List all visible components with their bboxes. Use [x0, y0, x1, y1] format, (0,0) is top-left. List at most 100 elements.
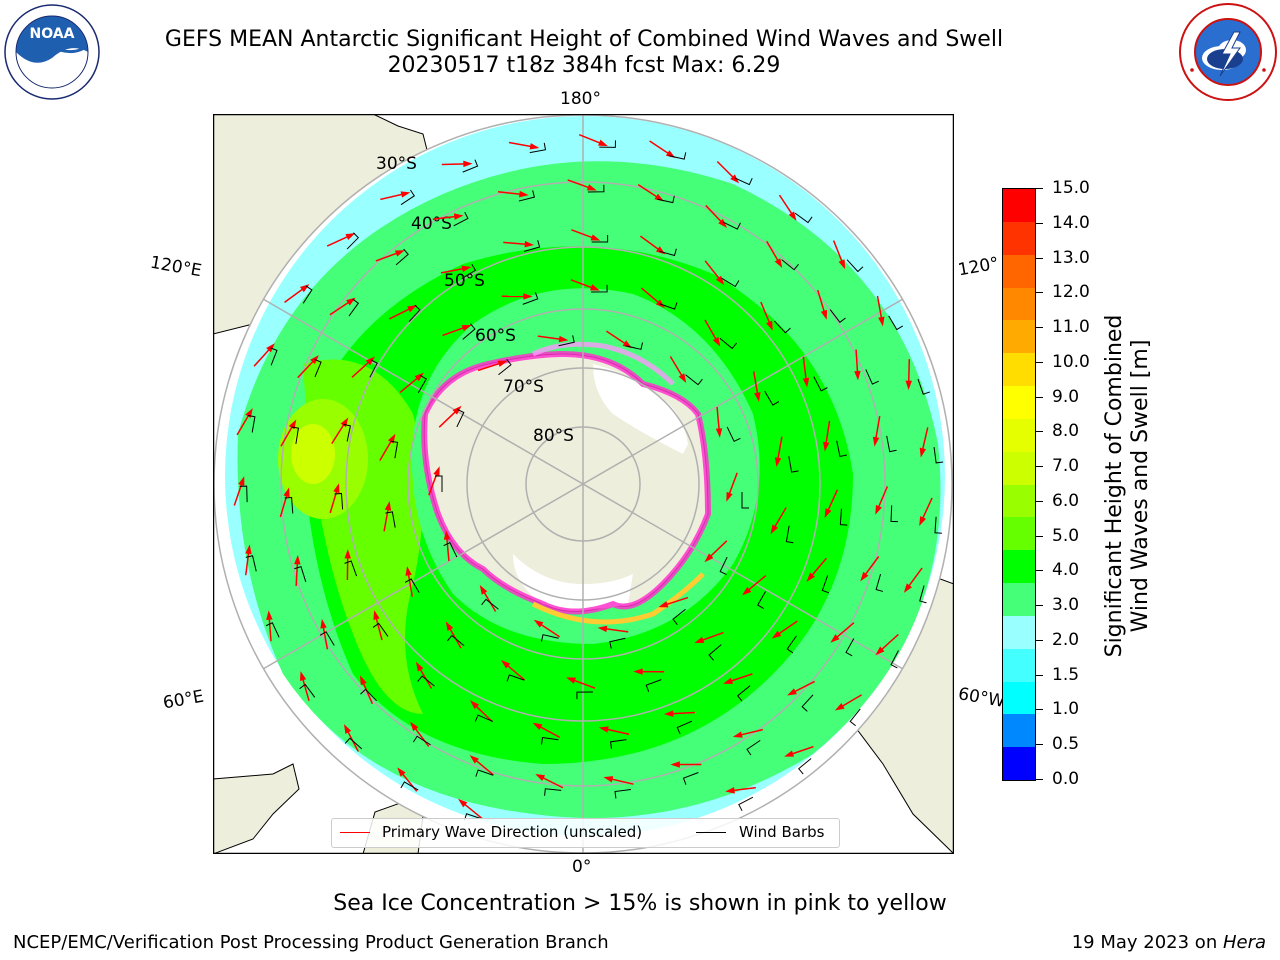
wind-barb	[385, 511, 396, 528]
wind-barb	[344, 737, 363, 750]
wave-arrow	[438, 410, 458, 428]
wind-barb	[721, 277, 740, 288]
wave-arrow-head	[343, 724, 352, 734]
wave-arrow-head	[732, 731, 743, 738]
wave-direction-arrows	[233, 133, 933, 820]
noaa-logo: NOAA	[4, 4, 100, 100]
wind-barb	[435, 475, 443, 492]
colorbar-tick-label: 7.0	[1052, 456, 1080, 477]
wind-barb	[591, 284, 608, 293]
lon-label-60E: 60°E	[161, 686, 206, 714]
wind-barb	[265, 622, 280, 638]
nws-logo	[1179, 3, 1277, 101]
wind-barb	[247, 415, 256, 433]
wind-barb	[821, 575, 830, 594]
wave-arrow-head	[598, 139, 608, 147]
colorbar-segment	[1003, 484, 1035, 518]
colorbar-tick-mark	[1035, 396, 1043, 398]
wave-arrow-head	[299, 284, 310, 293]
wind-barb	[408, 304, 421, 322]
wind-barb	[518, 190, 535, 202]
wind-barb	[412, 735, 431, 746]
wave-arrow-head	[458, 798, 468, 808]
wave-arrow-head	[598, 726, 609, 733]
wind-barb	[481, 598, 499, 610]
wave-arrow	[728, 472, 738, 496]
wave-arrow-head	[633, 668, 643, 675]
wave-arrow-head	[678, 373, 687, 384]
wave-arrow-head	[533, 619, 544, 628]
wave-arrow-head	[558, 335, 569, 343]
wave-arrow	[503, 241, 528, 246]
colorbar-segment	[1003, 221, 1035, 256]
colorbar-tick-label: 1.5	[1052, 664, 1080, 685]
wave-arrow	[508, 141, 533, 148]
wave-arrow	[441, 163, 466, 166]
wave-arrow-head	[878, 316, 885, 327]
wave-arrow	[541, 776, 564, 789]
wave-arrow	[790, 745, 814, 756]
colorbar-tick-mark	[1035, 570, 1043, 572]
colorbar-tick-label: 13.0	[1052, 247, 1090, 268]
wave-arrow-head	[830, 634, 840, 643]
wave-arrow	[773, 507, 787, 529]
wave-arrow-head	[838, 259, 846, 270]
wind-barb	[774, 320, 791, 334]
wave-arrow-head	[384, 500, 392, 511]
wind-barb	[456, 409, 465, 428]
wind-barb	[685, 374, 703, 386]
colorbar-segment	[1003, 747, 1035, 781]
wind-barb	[746, 739, 761, 756]
wave-arrow	[637, 184, 659, 199]
footer-date-text: 19 May 2023 on	[1071, 932, 1223, 953]
colorbar-tick-mark	[1035, 188, 1043, 189]
wind-barb	[676, 720, 693, 735]
wave-arrow	[462, 802, 483, 820]
wave-arrow-head	[345, 233, 356, 240]
wave-arrow-head	[787, 688, 797, 696]
wave-arrow-head	[726, 491, 733, 502]
wind-barb	[417, 374, 427, 394]
wave-arrow	[816, 289, 826, 314]
wave-arrow	[331, 422, 346, 445]
wave-arrow-head	[820, 309, 828, 320]
wind-barb	[587, 184, 605, 193]
wave-arrow	[610, 778, 634, 785]
wind-barb	[757, 590, 767, 610]
wind-barb	[522, 292, 539, 305]
colorbar-title-line2: Wind Waves and Swell [m]	[1128, 339, 1153, 633]
wind-barb	[314, 359, 322, 378]
wave-arrow-head	[344, 549, 351, 559]
wave-arrow	[268, 617, 272, 642]
wind-barb	[284, 497, 294, 514]
wind-barb	[839, 508, 848, 526]
wave-arrow	[605, 728, 630, 735]
wave-arrow-head	[742, 586, 752, 596]
wind-barb	[890, 650, 899, 669]
wave-arrow	[474, 704, 493, 723]
wave-arrow-head	[529, 143, 540, 150]
wave-arrow-head	[299, 671, 307, 681]
wave-arrow-head	[834, 703, 845, 711]
wind-barb	[529, 142, 547, 154]
wave-arrow-head	[294, 555, 301, 565]
colorbar-tick-label: 15.0	[1052, 178, 1090, 198]
wind-barb	[498, 358, 512, 376]
lat-label-60S: 60°S	[475, 326, 516, 346]
wave-arrow	[907, 359, 911, 384]
wave-arrow	[301, 677, 310, 702]
lat-label-80S: 80°S	[533, 426, 574, 446]
wave-arrow	[760, 301, 771, 325]
wave-arrow	[732, 786, 756, 792]
wave-arrow	[539, 623, 561, 638]
wave-arrow-head	[453, 213, 464, 220]
colorbar-segment	[1003, 386, 1035, 420]
wind-barb	[659, 302, 678, 310]
wave-arrow	[284, 287, 305, 304]
wind-barb	[658, 248, 677, 257]
wave-arrow-head	[400, 191, 411, 198]
wind-barb	[738, 796, 754, 812]
wind-barb	[668, 152, 687, 160]
wave-arrow-head	[310, 355, 319, 365]
colorbar-tick-mark	[1035, 709, 1043, 711]
